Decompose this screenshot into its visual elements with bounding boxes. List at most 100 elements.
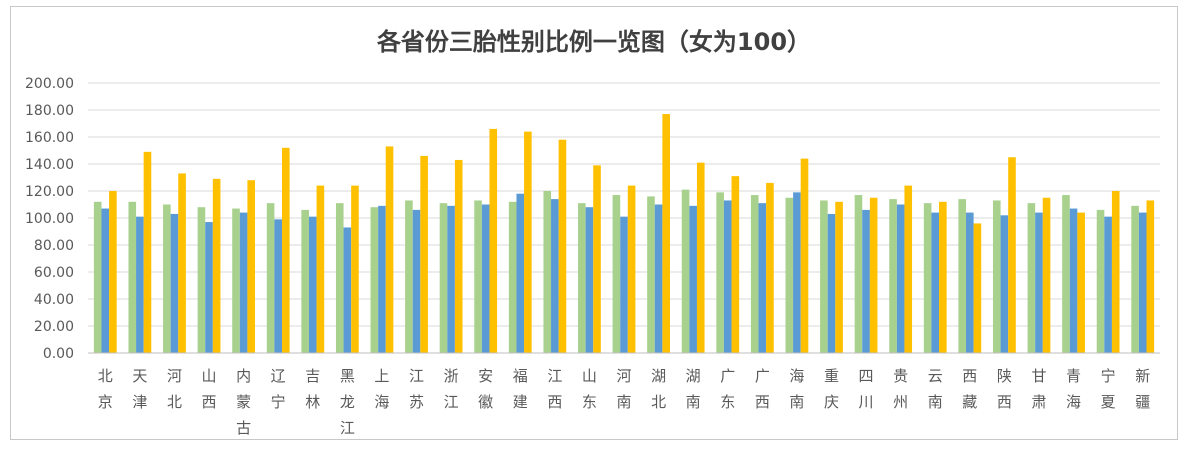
y-tick-label: 140.00	[25, 157, 74, 173]
y-tick-label: 20.00	[34, 319, 74, 335]
x-category-label: 山	[582, 367, 597, 385]
bar-3-黑龙江	[351, 185, 359, 353]
bar-1-河北	[163, 204, 171, 353]
bar-3-青海	[1077, 212, 1085, 353]
bar-3-云南	[939, 201, 947, 353]
x-category-label: 云	[928, 367, 943, 385]
bar-2-青海	[1069, 208, 1078, 353]
bar-3-上海	[385, 146, 394, 353]
chart-title: 各省份三胎性别比例一览图（女为100）	[376, 28, 812, 56]
bar-2-云南	[931, 212, 940, 353]
x-category-label: 西	[997, 393, 1012, 411]
x-category-label: 藏	[962, 393, 977, 411]
bar-2-湖北	[654, 204, 663, 353]
x-category-label: 海	[374, 393, 389, 411]
bar-1-福建	[508, 201, 517, 353]
bar-1-吉林	[301, 209, 309, 353]
x-category-label: 海	[789, 367, 804, 385]
bar-1-江苏	[405, 200, 413, 353]
bar-3-湖北	[662, 114, 670, 353]
bar-1-河南	[612, 195, 621, 353]
bar-1-山西	[197, 207, 206, 353]
x-category-label: 安	[478, 367, 493, 385]
bar-2-吉林	[308, 216, 317, 353]
x-category-label: 西	[547, 393, 562, 411]
x-category-label: 浙	[444, 367, 459, 385]
bar-2-辽宁	[274, 219, 282, 353]
bar-3-广东	[731, 176, 740, 353]
bar-2-江苏	[412, 209, 421, 353]
bar-2-上海	[378, 205, 386, 353]
bar-1-陕西	[992, 200, 1001, 353]
bar-1-宁夏	[1096, 209, 1105, 353]
bar-2-浙江	[447, 205, 455, 353]
bar-3-西藏	[973, 223, 982, 353]
bar-2-山东	[585, 207, 594, 353]
y-tick-label: 60.00	[34, 265, 74, 281]
y-tick-label: 40.00	[34, 292, 74, 308]
x-category-label: 内	[236, 367, 251, 385]
y-tick-label: 80.00	[34, 238, 74, 254]
bar-3-新疆	[1146, 200, 1155, 353]
y-tick-label: 180.00	[25, 103, 74, 119]
x-category-label: 南	[928, 393, 943, 411]
x-axis-categories: 北京天津河北山西内蒙古辽宁吉林黑龙江上海江苏浙江安徽福建江西山东河南湖北湖南广东…	[98, 367, 1150, 437]
bar-3-甘肃	[1042, 197, 1051, 353]
x-category-label: 甘	[1031, 367, 1046, 385]
bar-2-西藏	[966, 212, 974, 353]
bar-3-辽宁	[281, 147, 290, 353]
x-category-label: 广	[720, 367, 735, 385]
x-category-label: 京	[98, 393, 113, 411]
bar-1-安徽	[474, 200, 482, 353]
bar-2-海南	[793, 192, 801, 353]
bar-1-山东	[578, 203, 586, 353]
x-category-label: 东	[720, 393, 735, 411]
bar-2-江西	[551, 199, 559, 353]
bar-1-浙江	[439, 203, 448, 353]
bar-2-陕西	[1000, 215, 1009, 353]
x-category-label: 福	[513, 367, 528, 385]
y-tick-label: 0.00	[43, 346, 74, 362]
x-category-label: 江	[444, 393, 459, 411]
bar-3-浙江	[454, 159, 463, 353]
bar-3-广西	[766, 182, 774, 353]
x-category-label: 江	[547, 367, 562, 385]
bar-2-新疆	[1138, 212, 1147, 353]
bar-2-宁夏	[1104, 216, 1112, 353]
bar-3-北京	[109, 191, 117, 353]
bar-1-内蒙古	[232, 208, 240, 353]
bar-2-河南	[620, 216, 628, 353]
x-category-label: 东	[582, 393, 597, 411]
x-category-label: 南	[616, 393, 631, 411]
bar-2-安徽	[481, 204, 490, 353]
x-category-label: 宁	[271, 393, 286, 411]
bar-2-重庆	[827, 213, 836, 353]
bar-1-云南	[923, 203, 932, 353]
bar-2-甘肃	[1035, 212, 1043, 353]
x-category-label: 龙	[340, 393, 355, 411]
x-category-label: 湖	[686, 367, 701, 385]
bar-1-四川	[854, 195, 863, 353]
y-tick-label: 100.00	[25, 211, 74, 227]
x-category-label: 河	[616, 367, 631, 385]
x-category-label: 上	[374, 367, 389, 385]
x-category-label: 庆	[824, 393, 839, 411]
bar-3-内蒙古	[247, 180, 256, 353]
x-category-label: 苏	[409, 393, 424, 411]
bar-3-江西	[558, 139, 567, 353]
bar-2-湖南	[689, 205, 697, 353]
bar-3-贵州	[904, 185, 913, 353]
x-category-label: 天	[132, 367, 147, 385]
x-category-label: 肃	[1031, 393, 1046, 411]
x-category-label: 西	[962, 367, 977, 385]
bar-1-贵州	[889, 199, 897, 353]
bar-1-上海	[370, 207, 379, 353]
bar-2-北京	[101, 208, 110, 353]
bar-3-安徽	[489, 128, 498, 353]
x-category-label: 重	[824, 367, 839, 385]
y-tick-label: 160.00	[25, 130, 74, 146]
bar-1-重庆	[820, 200, 828, 353]
bar-3-吉林	[316, 185, 325, 353]
x-category-label: 贵	[893, 367, 908, 385]
bar-1-湖北	[647, 196, 655, 353]
